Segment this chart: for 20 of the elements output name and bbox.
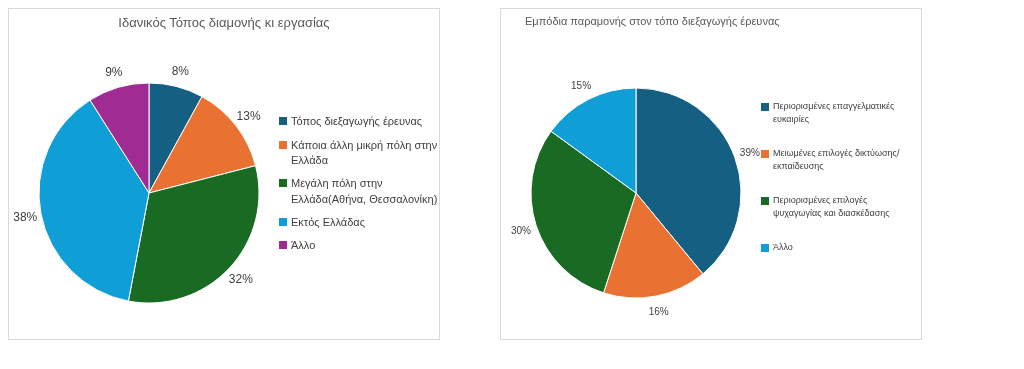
chart-title: Εμπόδια παραμονής στον τόπο διεξαγωγής έρευνας <box>524 14 781 29</box>
data-label: 30% <box>510 224 532 236</box>
legend-label: Κάποια άλλη μικρή πόλη στην Ελλάδα <box>291 137 439 168</box>
data-label: 39% <box>739 146 760 158</box>
data-label: 32% <box>228 272 254 287</box>
data-label: 13% <box>236 108 261 123</box>
data-label: 38% <box>13 209 38 224</box>
legend-label: Άλλο <box>773 241 793 255</box>
data-label: 9% <box>105 65 123 79</box>
legend-label: Περιορισμένες επαγγελματικές ευκαιρίες <box>773 99 896 126</box>
legend-label: Μειωμένες επιλογές δικτύωσης/εκπαίδευσης <box>773 147 901 173</box>
chart-title: Ιδανικός Τόπος διαμονής κι εργασίας <box>117 14 331 32</box>
legend-label: Μεγάλη πόλη στην Ελλάδα(Αθήνα, Θεσσαλονίκη) <box>291 176 439 207</box>
legend-label: Άλλο <box>291 238 316 254</box>
data-label: 16% <box>648 306 669 318</box>
data-label: 8% <box>171 63 190 78</box>
legend-label: Εκτός Ελλάδας <box>291 215 365 231</box>
data-label: 15% <box>571 79 592 91</box>
legend-label: Τόπος διεξαγωγής έρευνας <box>291 114 423 130</box>
legend-label: Περιορισμένες επιλογές ψυχαγωγίας και διασκέδασης <box>773 194 891 220</box>
